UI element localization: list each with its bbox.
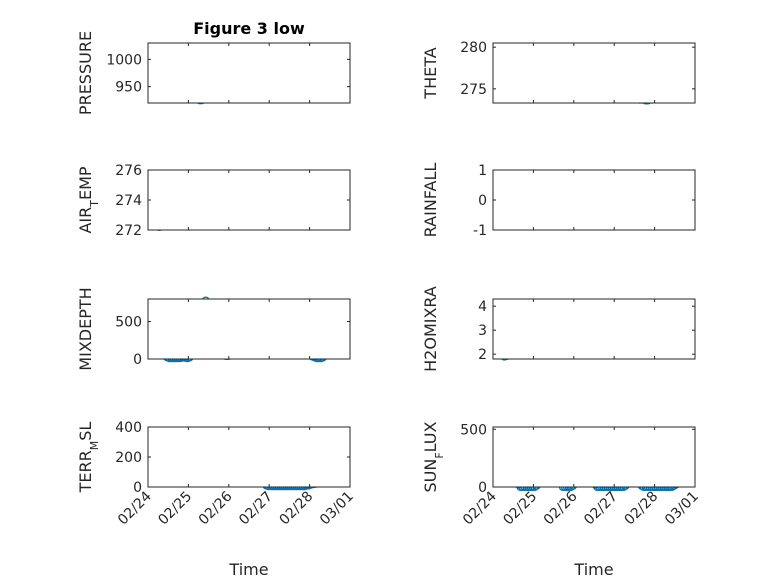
y-axis-label: AIRTEMP <box>76 166 101 233</box>
y-tick-label: 272 <box>115 223 142 239</box>
y-axis-label-tail: LUX <box>421 421 440 452</box>
subplot-3: 272 274 276 AIRTEMP <box>76 163 351 239</box>
y-axis-label-main: RAINFALL <box>421 163 440 238</box>
y-tick-label: 0 <box>478 480 487 496</box>
y-tick-label: 275 <box>460 82 487 98</box>
y-axis-label: PRESSURE <box>76 31 95 115</box>
y-tick-label: 0 <box>133 352 142 368</box>
y-tick-label: 280 <box>460 40 487 56</box>
x-axis-label: Time <box>228 560 268 579</box>
y-tick-label: 1 <box>478 163 487 179</box>
y-axis-label-main: THETA <box>421 47 440 99</box>
y-tick-label: 3 <box>478 323 487 339</box>
y-axis-label: SUNFLUX <box>421 421 446 492</box>
y-axis-label-main: MIXDEPTH <box>76 287 95 370</box>
y-tick-label: 500 <box>460 422 487 438</box>
axes-frame <box>147 42 351 104</box>
y-axis-label-subscript: F <box>433 452 446 458</box>
x-axis-label: Time <box>573 560 613 579</box>
y-tick-label: 274 <box>115 193 142 209</box>
y-tick-label: 1000 <box>106 52 142 68</box>
axes-frame <box>492 426 696 488</box>
y-axis-label-main: AIR <box>76 207 95 234</box>
y-axis-label-tail: EMP <box>76 166 95 200</box>
y-tick-label: -1 <box>473 223 487 239</box>
y-axis-label-subscript: T <box>88 200 101 208</box>
y-tick-label: 276 <box>115 163 142 179</box>
y-axis-label: MIXDEPTH <box>76 287 95 370</box>
y-axis-label-subscript: M <box>88 441 101 451</box>
y-tick-label: 950 <box>115 80 142 96</box>
y-tick-label: 400 <box>115 420 142 436</box>
axes-frame <box>492 169 696 231</box>
y-tick-label: 0 <box>478 193 487 209</box>
chart-title: Figure 3 low <box>193 19 305 38</box>
subplot-1: 950 1000 PRESSURE Figure 3 low <box>76 19 351 115</box>
y-tick-label: 0 <box>133 480 142 496</box>
y-tick-label: 500 <box>115 315 142 331</box>
y-tick-label: 4 <box>478 299 487 315</box>
y-axis-label-main: PRESSURE <box>76 31 95 115</box>
subplot-2: 275 280 THETA <box>421 40 696 105</box>
axes-frame <box>147 426 351 488</box>
y-tick-label: 2 <box>478 347 487 363</box>
subplot-5: 0 500 MIXDEPTH <box>76 287 351 371</box>
y-tick-label: 200 <box>115 450 142 466</box>
y-axis-label-main: H2OMIXRA <box>421 286 440 372</box>
y-axis-label: TERRMSL <box>76 422 101 494</box>
subplot-4: -1 0 1 RAINFALL <box>421 163 696 239</box>
y-axis-label-tail: SL <box>76 422 95 441</box>
axes-frame <box>147 169 351 231</box>
axes-frame <box>147 298 351 360</box>
axes-frame <box>492 42 696 104</box>
y-axis-label-main: SUN <box>421 459 440 493</box>
y-axis-label: RAINFALL <box>421 163 440 238</box>
axes-frame <box>492 298 696 360</box>
y-axis-label-main: TERR <box>76 450 95 493</box>
subplot-6: 2 3 4 H2OMIXRA <box>421 286 696 372</box>
y-axis-label: THETA <box>421 47 440 99</box>
y-axis-label: H2OMIXRA <box>421 286 440 372</box>
